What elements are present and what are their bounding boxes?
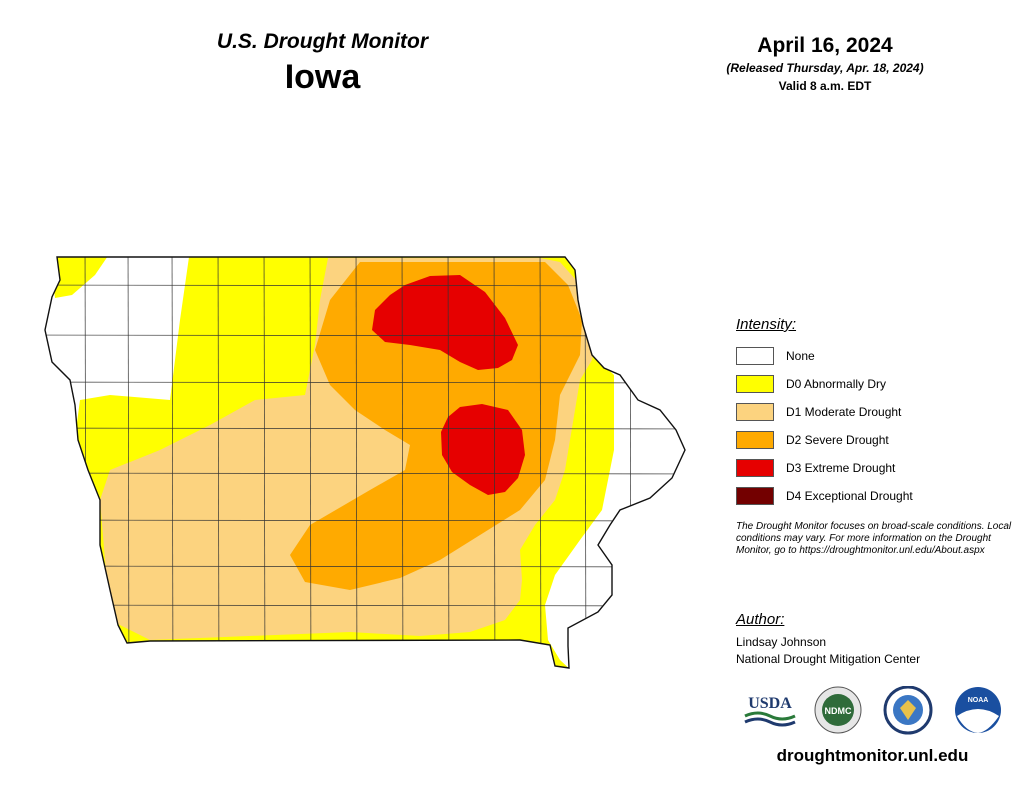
author-org: National Drought Mitigation Center <box>736 652 921 666</box>
legend-item: D3 Extreme Drought <box>736 454 1016 482</box>
legend-swatch <box>736 487 774 505</box>
map-header-left: U.S. Drought Monitor Iowa <box>190 30 455 97</box>
d0-area-nw <box>50 257 112 298</box>
legend: Intensity: None D0 Abnormally Dry D1 Moder… <box>736 316 1016 510</box>
legend-items: None D0 Abnormally Dry D1 Moderate Drought… <box>736 342 1016 510</box>
legend-label: D4 Exceptional Drought <box>786 489 913 503</box>
map-date: April 16, 2024 <box>757 34 893 57</box>
legend-item: D2 Severe Drought <box>736 426 1016 454</box>
website-link[interactable]: droughtmonitor.unl.edu <box>776 746 969 765</box>
d3-area-north <box>372 275 518 370</box>
usda-logo-text: USDA <box>748 695 792 712</box>
noaa-logo-text: NOAA <box>968 697 989 704</box>
legend-label: D1 Moderate Drought <box>786 405 902 419</box>
map-header-right: April 16, 2024 (Released Thursday, Apr. … <box>690 34 960 93</box>
state-title: Iowa <box>284 58 361 96</box>
legend-label: D3 Extreme Drought <box>786 461 896 475</box>
ndmc-logo: NDMC <box>814 686 862 734</box>
legend-item: D1 Moderate Drought <box>736 398 1016 426</box>
legend-swatch <box>736 431 774 449</box>
legend-item: None <box>736 342 1016 370</box>
disclaimer-note: The Drought Monitor focuses on broad-sca… <box>736 521 1012 556</box>
legend-swatch <box>736 347 774 365</box>
iowa-drought-map <box>44 256 686 669</box>
legend-item: D0 Abnormally Dry <box>736 370 1016 398</box>
d3-area-central <box>441 404 525 495</box>
valid-time: Valid 8 a.m. EDT <box>778 79 872 93</box>
noaa-logo: NOAA <box>955 687 1001 733</box>
author-block: Author: Lindsay Johnson National Drought… <box>736 611 1016 668</box>
ndmc-logo-text: NDMC <box>825 706 852 716</box>
author-name: Lindsay Johnson <box>736 635 827 649</box>
author-title: Author: <box>736 611 785 628</box>
legend-swatch <box>736 403 774 421</box>
legend-item: D4 Exceptional Drought <box>736 482 1016 510</box>
legend-label: D2 Severe Drought <box>786 433 889 447</box>
legend-label: None <box>786 349 815 363</box>
usda-logo: USDA <box>744 695 796 727</box>
product-title: U.S. Drought Monitor <box>216 30 429 53</box>
legend-swatch <box>736 375 774 393</box>
state-border <box>44 256 686 669</box>
nidis-seal <box>883 686 933 735</box>
partner-logos: USDA NDMC NOAA <box>744 686 1001 735</box>
legend-swatch <box>736 459 774 477</box>
legend-title: Intensity: <box>736 316 797 333</box>
release-date: (Released Thursday, Apr. 18, 2024) <box>726 61 924 75</box>
legend-label: D0 Abnormally Dry <box>786 377 887 391</box>
